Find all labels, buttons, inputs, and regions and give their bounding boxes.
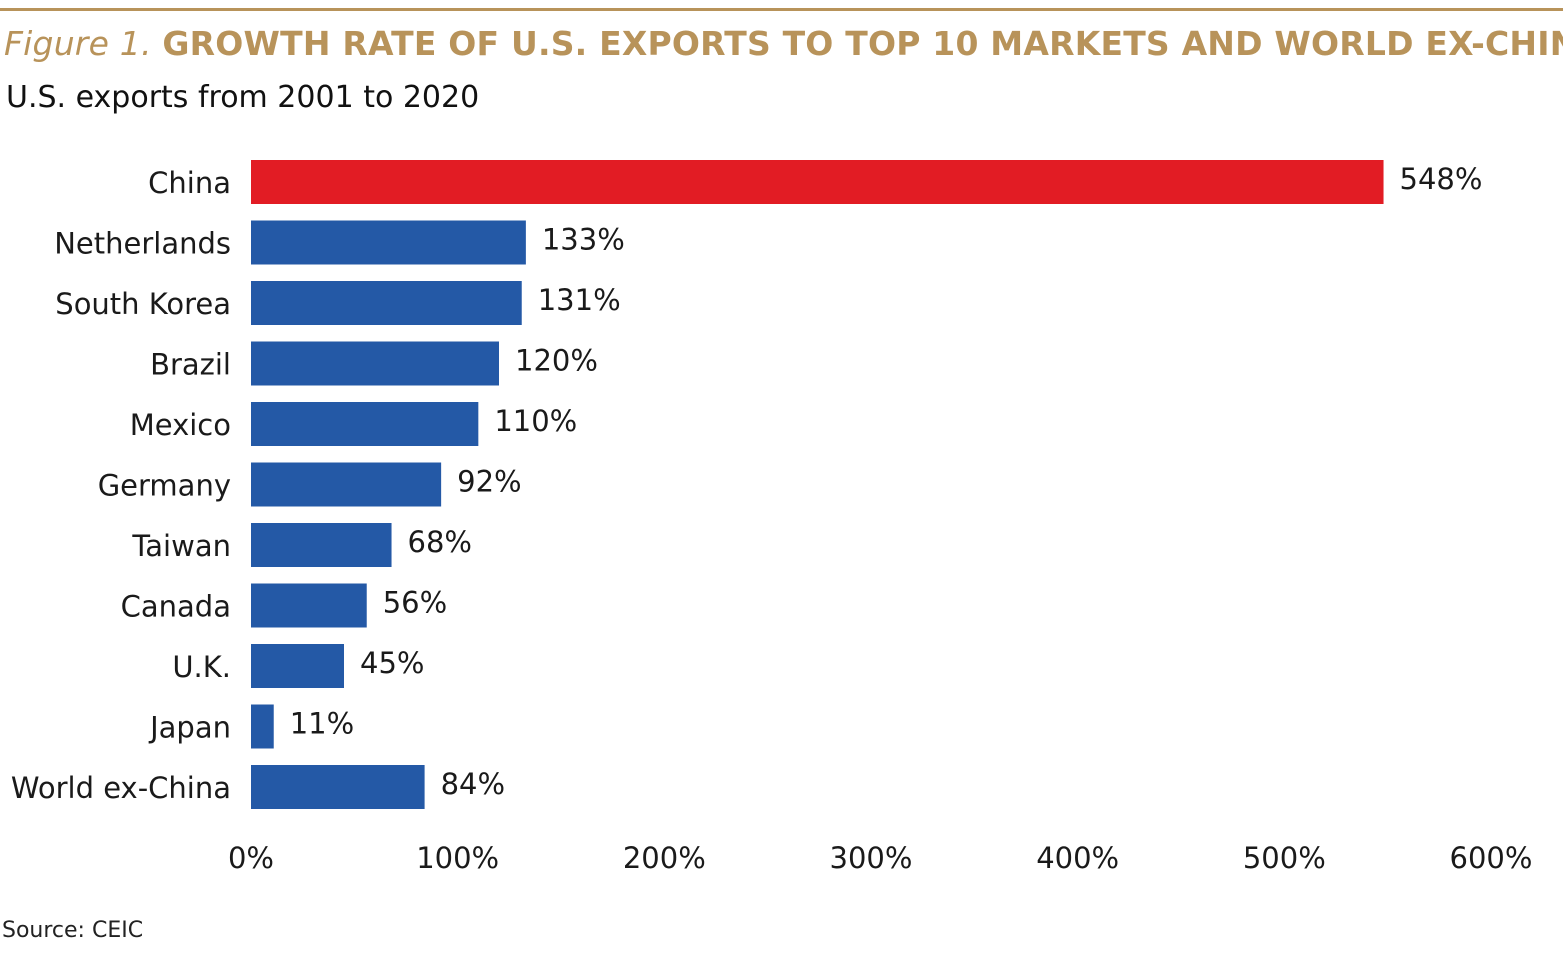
category-label: Japan bbox=[148, 711, 231, 745]
bar bbox=[251, 402, 479, 446]
value-label: 84% bbox=[441, 767, 505, 801]
figure-label: Figure 1. bbox=[4, 24, 152, 63]
category-label: South Korea bbox=[55, 287, 231, 321]
x-tick-label: 0% bbox=[228, 841, 274, 875]
x-tick-label: 600% bbox=[1450, 841, 1533, 875]
bar bbox=[251, 220, 526, 265]
x-tick-label: 100% bbox=[416, 841, 499, 875]
bar bbox=[251, 765, 425, 809]
category-label: Canada bbox=[121, 590, 231, 624]
value-label: 92% bbox=[457, 465, 521, 499]
category-label: Taiwan bbox=[131, 529, 231, 563]
value-label: 131% bbox=[538, 283, 621, 317]
x-tick-label: 400% bbox=[1036, 841, 1119, 875]
value-label: 45% bbox=[360, 646, 424, 680]
x-tick-label: 300% bbox=[830, 841, 913, 875]
category-label: Netherlands bbox=[54, 227, 231, 261]
bar-chart: China 548% Netherlands 133% South Korea 131% B… bbox=[11, 160, 1533, 875]
bar bbox=[251, 523, 392, 567]
bar bbox=[251, 704, 274, 749]
category-label: Mexico bbox=[130, 408, 231, 442]
value-label: 133% bbox=[542, 223, 625, 257]
value-label: 56% bbox=[383, 586, 447, 620]
top-rule bbox=[0, 8, 1563, 11]
bar bbox=[251, 281, 522, 325]
figure-title: Figure 1. GROWTH RATE OF U.S. EXPORTS TO… bbox=[4, 24, 1563, 63]
bar bbox=[251, 583, 367, 628]
category-label: World ex-China bbox=[11, 771, 231, 805]
value-label: 548% bbox=[1400, 162, 1483, 196]
chart-subtitle: U.S. exports from 2001 to 2020 bbox=[6, 80, 480, 115]
figure-heading: GROWTH RATE OF U.S. EXPORTS TO TOP 10 MA… bbox=[162, 24, 1563, 63]
category-label: Brazil bbox=[150, 348, 231, 382]
bar bbox=[251, 160, 1384, 204]
value-label: 120% bbox=[515, 344, 598, 378]
x-tick-label: 200% bbox=[623, 841, 706, 875]
value-label: 110% bbox=[494, 404, 577, 438]
bar bbox=[251, 644, 344, 688]
value-label: 11% bbox=[290, 707, 354, 741]
bar bbox=[251, 462, 442, 507]
bar bbox=[251, 341, 499, 386]
value-label: 68% bbox=[408, 525, 472, 559]
category-label: Germany bbox=[98, 469, 231, 503]
category-label: China bbox=[148, 166, 231, 200]
category-label: U.K. bbox=[172, 650, 231, 684]
x-tick-label: 500% bbox=[1243, 841, 1326, 875]
source-note: Source: CEIC bbox=[2, 918, 144, 943]
